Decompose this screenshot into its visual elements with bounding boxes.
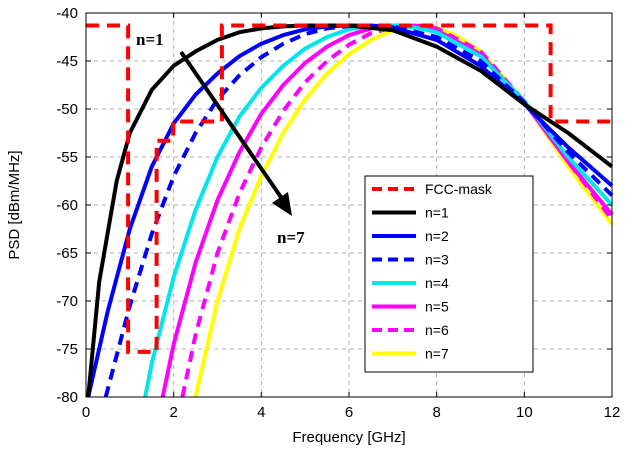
legend: FCC-mask n=1 n=2 n=3 n=4 n=5 n=6 n=7 xyxy=(364,175,534,373)
legend-label: n=2 xyxy=(425,228,449,244)
legend-label: n=5 xyxy=(425,299,449,315)
legend-label: n=6 xyxy=(425,322,449,338)
y-tick-label: -55 xyxy=(56,149,78,166)
y-tick-label: -75 xyxy=(56,341,78,358)
series-line-n=4 xyxy=(143,23,614,398)
curves xyxy=(86,23,614,398)
x-tick-label: 6 xyxy=(345,404,353,421)
y-tick-label: -40 xyxy=(56,5,78,22)
legend-label: n=4 xyxy=(425,275,449,291)
legend-label: n=7 xyxy=(425,346,449,362)
trend-arrow-head xyxy=(272,192,292,216)
y-tick-label: -70 xyxy=(56,293,78,310)
fcc-mask-line xyxy=(86,23,612,354)
x-tick-label: 10 xyxy=(516,404,533,421)
y-tick-label: -65 xyxy=(56,245,78,262)
legend-label: n=3 xyxy=(425,252,449,268)
x-tick-label: 0 xyxy=(82,404,90,421)
x-tick-label: 2 xyxy=(169,404,177,421)
annotation: n=1 n=7 xyxy=(136,30,305,247)
x-axis-label: Frequency [GHz] xyxy=(292,429,405,446)
annotation-start-label: n=1 xyxy=(136,30,164,49)
x-tick-label: 8 xyxy=(432,404,440,421)
legend-box xyxy=(364,175,534,373)
y-axis-label: PSD [dBm/MHz] xyxy=(6,150,23,259)
y-tick-label: -60 xyxy=(56,197,78,214)
ticks: 0 2 4 6 8 10 12 -40 -45 -50 -55 -60 -65 -70 -75 -80 xyxy=(56,5,620,421)
series-line-n=3 xyxy=(103,23,614,398)
y-tick-label: -50 xyxy=(56,101,78,118)
x-tick-label: 4 xyxy=(257,404,265,421)
x-tick-label: 12 xyxy=(604,404,621,421)
legend-label: FCC-mask xyxy=(425,181,493,197)
trend-arrow-line xyxy=(179,50,287,205)
y-tick-label: -45 xyxy=(56,53,78,70)
annotation-end-label: n=7 xyxy=(277,228,305,247)
legend-label: n=1 xyxy=(425,205,449,221)
y-tick-label: -80 xyxy=(56,389,78,406)
